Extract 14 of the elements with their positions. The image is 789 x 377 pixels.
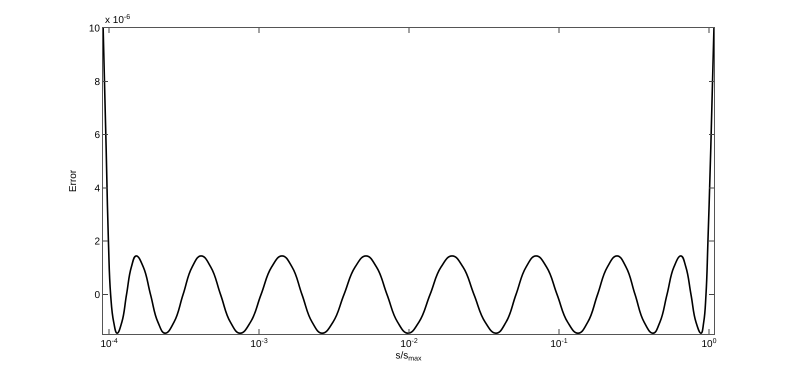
x-tick-label: 10$^{0}$ xyxy=(701,338,717,350)
x-tick-label: 10$^{-1}$ xyxy=(550,338,568,350)
text: x 10$^{-6}$ xyxy=(105,14,130,26)
y-tick-label: 8 xyxy=(94,76,100,88)
y-tick-label: 6 xyxy=(94,130,100,142)
y-tick-label: 4 xyxy=(94,183,100,194)
y-tick-label: 0 xyxy=(94,290,100,302)
y-tick-label: 2 xyxy=(94,236,100,248)
x-tick-label: 10$^{-4}$ xyxy=(100,338,118,350)
y-tick-label: 10 xyxy=(88,24,100,34)
y-axis-title: Error xyxy=(68,169,79,192)
x-tick-label: 10$^{-3}$ xyxy=(250,338,268,350)
x-axis-title: s/s$_{max}$ xyxy=(395,350,422,363)
x-tick-label: 10$^{-2}$ xyxy=(400,338,418,350)
